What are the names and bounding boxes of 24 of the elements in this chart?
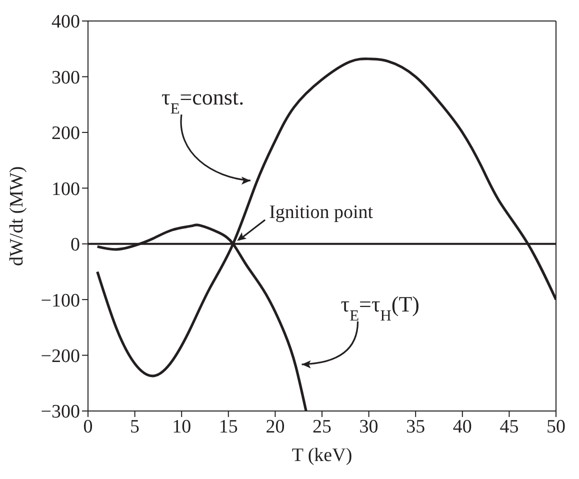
y-tick-label: 100 (52, 178, 80, 200)
x-tick-label: 0 (83, 416, 93, 438)
y-tick-label: 400 (52, 12, 80, 33)
text: τ$_{E}$=τ$_{H}$(T) (340, 291, 420, 324)
x-tick-label: 45 (500, 416, 519, 438)
x-tick-label: 10 (172, 416, 192, 438)
series-label: τ$_{E}$=const. (161, 84, 244, 118)
x-axis-title: T (keV) (292, 445, 352, 466)
y-tick-label: −200 (40, 346, 80, 368)
y-tick-label: 300 (52, 67, 80, 88)
x-tick-label: 20 (266, 416, 285, 438)
y-tick-label: 200 (52, 123, 80, 144)
y-tick-label: 0 (70, 234, 80, 256)
annotation: Ignition point (269, 202, 374, 223)
x-tick-label: 25 (312, 416, 332, 438)
x-tick-label: 50 (546, 416, 566, 438)
y-tick-label: −100 (40, 290, 80, 312)
x-tick-label: 15 (218, 416, 238, 438)
x-tick-label: 30 (359, 416, 378, 438)
y-tick-label: −300 (40, 402, 80, 423)
x-tick-label: 40 (452, 416, 472, 438)
y-axis-title: dW/dt (MW) (6, 166, 28, 266)
x-tick-label: 5 (130, 416, 140, 438)
x-tick-label: 35 (406, 416, 426, 438)
